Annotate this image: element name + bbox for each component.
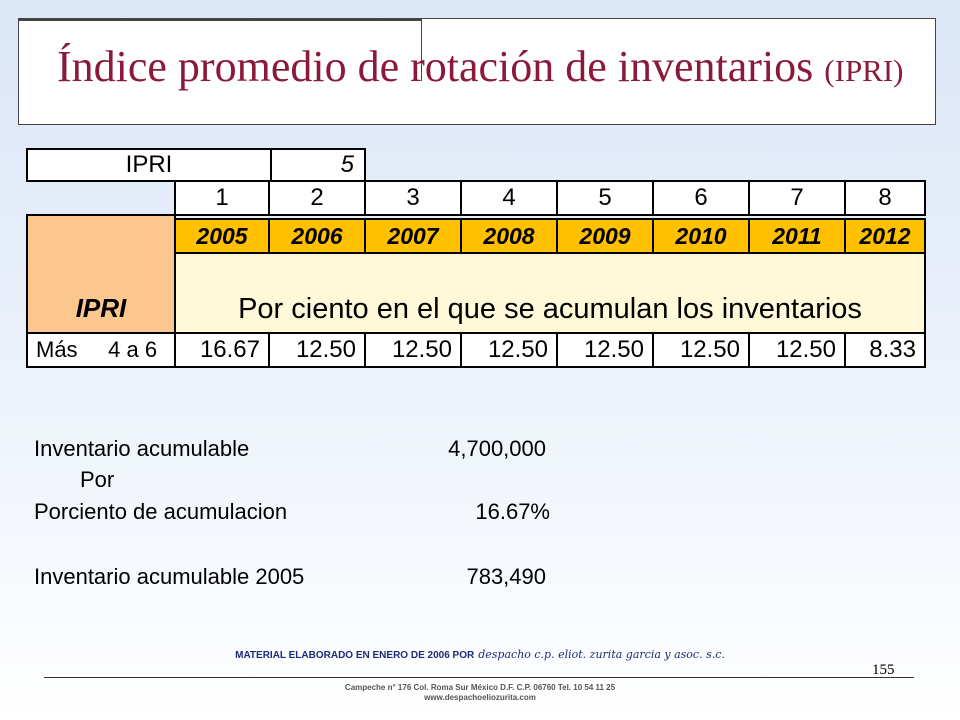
period-cell: 4 xyxy=(460,180,558,216)
period-cell: 3 xyxy=(364,180,462,216)
year-cell: 2011 xyxy=(748,218,846,254)
accumulation-header: Por ciento en el que se acumulan los inv… xyxy=(174,252,926,334)
calc-line2-value: 16.67% xyxy=(475,499,550,524)
year-cell: 2010 xyxy=(652,218,750,254)
percentage-cell: 12.50 xyxy=(748,332,846,368)
percentage-cell: 12.50 xyxy=(652,332,750,368)
calc-line1-label: Inventario acumulable xyxy=(34,436,250,461)
percentage-cell: 12.50 xyxy=(556,332,654,368)
percentage-cell: 8.33 xyxy=(844,332,926,368)
title-main: Índice promedio de rotación de inventari… xyxy=(57,42,814,91)
percentage-cell: 12.50 xyxy=(364,332,462,368)
calc-line3-value: 783,490 xyxy=(466,564,546,589)
page-title: Índice promedio de rotación de inventari… xyxy=(57,41,904,92)
ipri-header-label: IPRI xyxy=(26,148,272,182)
period-cell: 8 xyxy=(844,180,926,216)
period-cell: 1 xyxy=(174,180,270,216)
calc-operator: Por xyxy=(80,467,115,492)
title-suffix: (IPRI) xyxy=(824,53,904,88)
title-tab-decoration xyxy=(19,19,422,81)
footer-credit-text: MATERIAL ELABORADO EN ENERO DE 2006 POR xyxy=(235,650,475,661)
footer-divider xyxy=(44,677,914,678)
footer-author: despacho c.p. eliot. zurita garcia y aso… xyxy=(478,648,725,661)
year-cell: 2012 xyxy=(844,218,926,254)
page-number: 155 xyxy=(872,662,895,678)
period-cell: 7 xyxy=(748,180,846,216)
year-cell: 2005 xyxy=(174,218,270,254)
calc-line3-label: Inventario acumulable 2005 xyxy=(34,564,305,589)
footer-address: Campeche n° 176 Col. Roma Sur México D.F… xyxy=(344,683,616,692)
row-label: Más 4 a 6 xyxy=(26,332,176,368)
footer-credit: MATERIAL ELABORADO EN ENERO DE 2006 POR d… xyxy=(0,648,960,661)
footer-website: www.despachoeliozurita.com xyxy=(424,693,536,702)
title-box: Índice promedio de rotación de inventari… xyxy=(18,18,936,125)
calc-line2-label: Porciento de acumulacion xyxy=(34,499,288,524)
percentage-cell: 16.67 xyxy=(174,332,270,368)
percentage-cell: 12.50 xyxy=(268,332,366,368)
year-cell: 2009 xyxy=(556,218,654,254)
year-cell: 2006 xyxy=(268,218,366,254)
percentage-cell: 12.50 xyxy=(460,332,558,368)
ipri-side-label: IPRI xyxy=(26,214,176,334)
period-cell: 6 xyxy=(652,180,750,216)
ipri-header-value: 5 xyxy=(270,148,366,182)
period-cell: 2 xyxy=(268,180,366,216)
calc-line1-value: 4,700,000 xyxy=(448,436,546,461)
year-cell: 2007 xyxy=(364,218,462,254)
period-cell: 5 xyxy=(556,180,654,216)
year-cell: 2008 xyxy=(460,218,558,254)
